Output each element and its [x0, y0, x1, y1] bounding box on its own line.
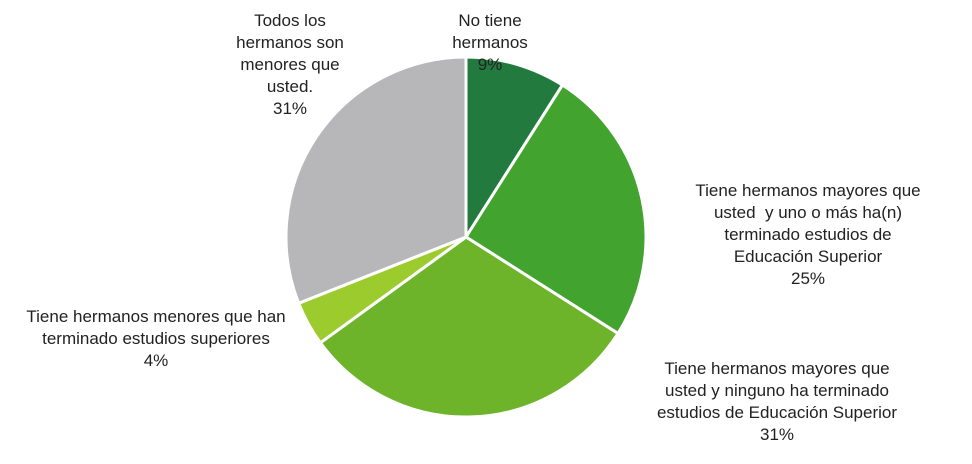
category-label: No tiene hermanos	[452, 11, 528, 52]
value-label: 31%	[272, 99, 308, 118]
slice-label: Todos los hermanos son menores que usted…	[225, 10, 355, 120]
pie-slice	[464, 55, 565, 243]
pie-slice	[284, 55, 468, 306]
category-label: Tiene hermanos menores que han terminado…	[26, 307, 291, 348]
slice-label: Tiene hermanos mayores que usted y uno o…	[683, 180, 933, 290]
pie-slice	[463, 82, 648, 336]
value-label: 25%	[790, 269, 826, 288]
pie-slice	[318, 235, 621, 419]
slice-label: Tiene hermanos menores que han terminado…	[6, 306, 306, 372]
value-label: 4%	[143, 351, 169, 370]
category-label: Tiene hermanos mayores que usted y ningu…	[656, 359, 898, 422]
slice-label: No tiene hermanos 9%	[440, 10, 540, 76]
category-label: Tiene hermanos mayores que usted y uno o…	[695, 181, 926, 266]
value-label: 9%	[477, 55, 503, 74]
slice-label: Tiene hermanos mayores que usted y ningu…	[645, 358, 909, 446]
value-label: 31%	[759, 425, 795, 444]
category-label: Todos los hermanos son menores que usted…	[236, 11, 349, 96]
